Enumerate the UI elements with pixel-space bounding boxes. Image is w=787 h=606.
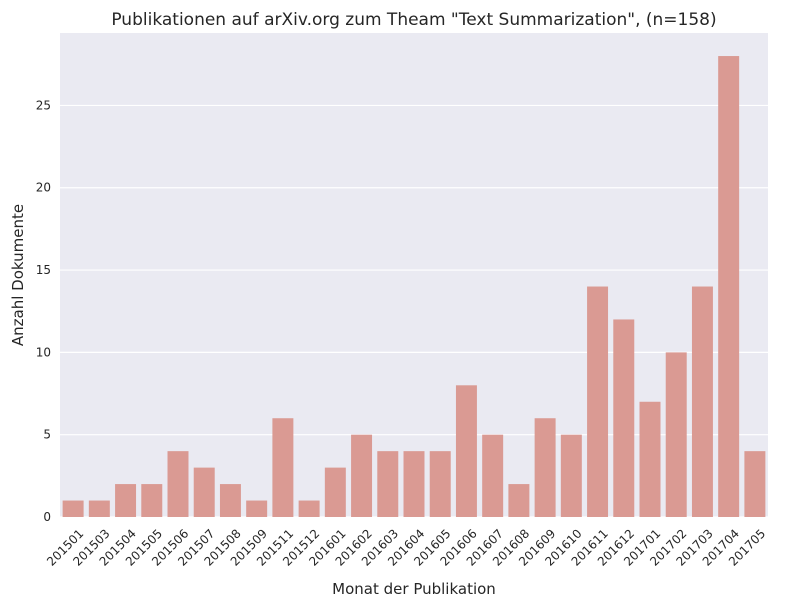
bar-201609 — [534, 418, 556, 517]
y-tick-label: 5 — [43, 428, 51, 442]
bar-201503 — [88, 500, 110, 517]
bar-201607 — [482, 434, 504, 517]
bar-201504 — [115, 484, 137, 517]
y-tick-label: 15 — [36, 263, 51, 277]
bar-201703 — [691, 286, 713, 517]
bar-201602 — [351, 434, 373, 517]
y-tick-label: 25 — [36, 98, 51, 112]
bar-201611 — [587, 286, 609, 517]
bar-201507 — [193, 467, 215, 517]
bar-201704 — [718, 56, 740, 518]
bar-201512 — [298, 500, 320, 517]
x-tick-labels: 2015012015032015042015052015062015072015… — [44, 526, 768, 568]
bar-201509 — [246, 500, 268, 517]
bar-201603 — [377, 451, 399, 517]
y-axis-label: Anzahl Dokumente — [9, 204, 27, 346]
bar-201701 — [639, 401, 661, 517]
y-tick-labels: 0 5 10 15 20 25 — [36, 98, 51, 524]
x-axis-label: Monat der Publikation — [332, 580, 496, 598]
bar-201705 — [744, 451, 766, 517]
bar-201604 — [403, 451, 425, 517]
bar-201511 — [272, 418, 294, 517]
bar-201506 — [167, 451, 189, 517]
bar-201605 — [429, 451, 451, 517]
bar-201702 — [665, 352, 687, 517]
bar-201508 — [219, 484, 241, 517]
bar-201601 — [324, 467, 346, 517]
bar-201501 — [62, 500, 84, 517]
bars — [62, 56, 766, 518]
y-tick-label: 10 — [36, 345, 51, 359]
chart-title: Publikationen auf arXiv.org zum Theam "T… — [111, 10, 716, 30]
bar-201612 — [613, 319, 635, 517]
bar-201608 — [508, 484, 530, 517]
bar-201606 — [455, 385, 477, 517]
y-tick-label: 0 — [43, 510, 51, 524]
y-tick-label: 20 — [36, 181, 51, 195]
bar-201505 — [141, 484, 163, 517]
bar-201610 — [560, 434, 582, 517]
